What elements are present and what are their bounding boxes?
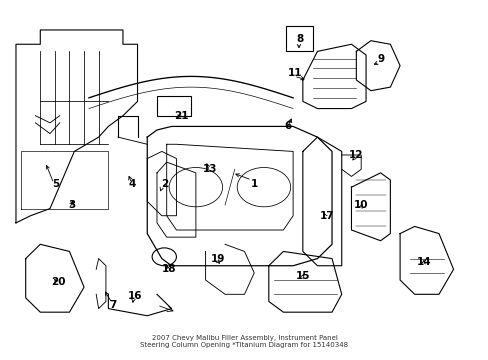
Text: 5: 5 [52, 179, 60, 189]
Text: 2007 Chevy Malibu Filler Assembly, Instrument Panel
Steering Column Opening *Tit: 2007 Chevy Malibu Filler Assembly, Instr… [140, 335, 348, 348]
Text: 14: 14 [416, 257, 431, 267]
Text: 17: 17 [319, 211, 334, 221]
Text: 1: 1 [250, 179, 257, 189]
Text: 18: 18 [162, 264, 176, 274]
Text: 20: 20 [51, 277, 66, 287]
Text: 2: 2 [161, 179, 167, 189]
Text: 8: 8 [296, 34, 304, 44]
Text: 9: 9 [376, 54, 384, 64]
Text: 6: 6 [284, 121, 291, 131]
Text: 16: 16 [127, 291, 142, 301]
Text: 3: 3 [68, 200, 75, 210]
Text: 4: 4 [129, 179, 136, 189]
Text: 15: 15 [295, 271, 309, 282]
Text: 10: 10 [353, 200, 367, 210]
Text: 11: 11 [288, 68, 302, 78]
FancyBboxPatch shape [285, 26, 312, 51]
Text: 13: 13 [203, 164, 217, 174]
Text: 21: 21 [174, 111, 188, 121]
Text: 19: 19 [210, 253, 224, 264]
Text: 12: 12 [348, 150, 363, 160]
FancyBboxPatch shape [157, 96, 191, 116]
Text: 7: 7 [109, 300, 117, 310]
